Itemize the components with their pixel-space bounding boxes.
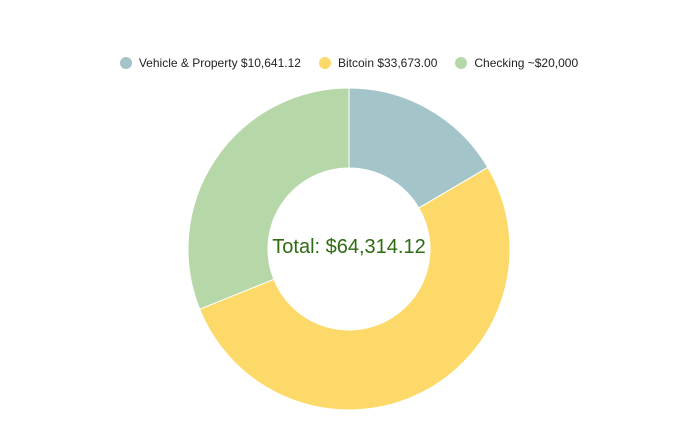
center-total-label: Total: $64,314.12	[272, 236, 425, 258]
legend-swatch	[318, 57, 331, 69]
legend-label: Bitcoin $33,673.00	[337, 56, 438, 70]
legend-swatch	[119, 57, 132, 69]
legend-label: Vehicle & Property $10,641.12	[138, 56, 301, 70]
legend-item-bitcoin[interactable]: Bitcoin $33,673.00	[318, 56, 438, 70]
chart-legend: Vehicle & Property $10,641.12 Bitcoin $3…	[0, 56, 698, 70]
donut-slices	[187, 87, 511, 411]
legend-item-checking[interactable]: Checking ~$20,000	[455, 56, 578, 70]
donut-slice-1[interactable]	[199, 166, 511, 411]
legend-item-vehicle-property[interactable]: Vehicle & Property $10,641.12	[119, 56, 301, 70]
legend-swatch	[455, 57, 468, 69]
legend-label: Checking ~$20,000	[474, 56, 579, 70]
donut-slice-2[interactable]	[187, 87, 350, 310]
